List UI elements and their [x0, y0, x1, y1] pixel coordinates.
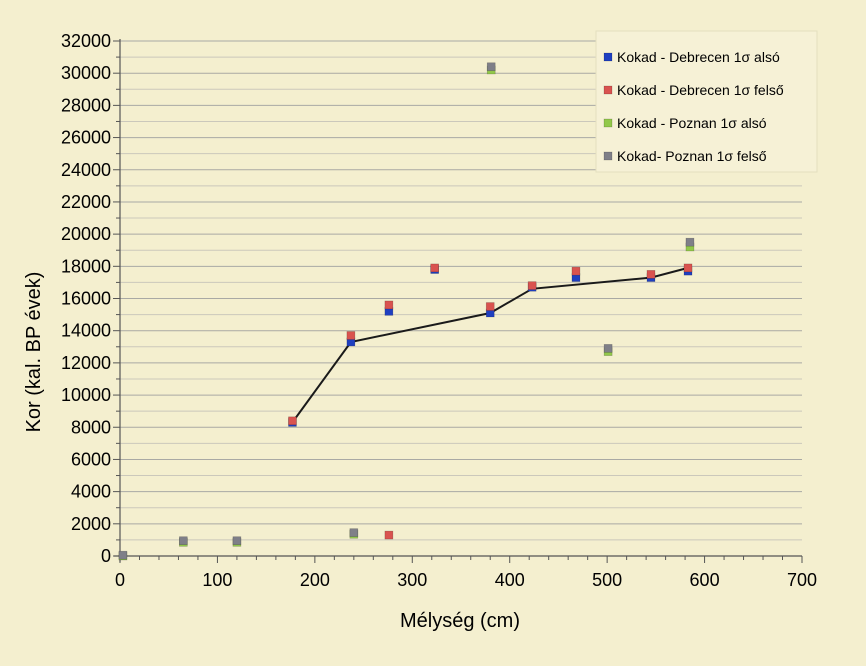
- data-point-series-2: [384, 300, 394, 310]
- legend-label: Kokad - Poznan 1σ alsó: [617, 115, 767, 131]
- y-tick-label: 6000: [71, 449, 111, 469]
- age-model-line: [291, 266, 689, 423]
- y-tick-label: 26000: [61, 128, 111, 148]
- data-point-series-2: [646, 270, 656, 279]
- legend-label: Kokad - Debrecen 1σ alsó: [617, 49, 780, 65]
- data-point-series-2: [384, 530, 394, 540]
- data-point-series-2: [571, 266, 581, 276]
- y-tick-label: 30000: [61, 63, 111, 83]
- axes: [113, 39, 803, 563]
- y-tick-label: 24000: [61, 160, 111, 180]
- y-axis-title: Kor (kal. BP évek): [23, 272, 45, 433]
- data-point-series-2: [430, 263, 439, 273]
- data-point-series-4: [349, 528, 359, 537]
- y-tick-label: 0: [101, 546, 111, 566]
- x-tick-label: 300: [397, 570, 427, 590]
- data-point-series-4: [118, 550, 128, 560]
- x-axis-title: Mélység (cm): [400, 610, 520, 632]
- y-tick-label: 16000: [61, 289, 111, 309]
- y-tick-label: 28000: [61, 95, 111, 115]
- legend-marker: [603, 118, 613, 128]
- y-tick-label: 18000: [61, 256, 111, 276]
- x-tick-label: 200: [300, 570, 330, 590]
- data-points: [118, 62, 695, 561]
- y-tick-label: 8000: [71, 417, 111, 437]
- x-tick-label: 600: [690, 570, 720, 590]
- x-tick-label: 100: [202, 570, 232, 590]
- data-point-series-2: [485, 302, 495, 311]
- data-point-series-4: [232, 536, 242, 546]
- x-tick-label: 700: [787, 570, 817, 590]
- data-point-series-2: [288, 416, 297, 426]
- y-tick-label: 20000: [61, 224, 111, 244]
- legend-label: Kokad- Poznan 1σ felső: [617, 148, 767, 164]
- y-tick-label: 10000: [61, 385, 111, 405]
- data-point-series-4: [685, 237, 695, 247]
- age-model-line-group: [291, 266, 689, 423]
- x-tick-label: 0: [115, 570, 125, 590]
- y-tick-label: 12000: [61, 353, 111, 373]
- data-point-series-4: [179, 536, 188, 546]
- y-tick-label: 32000: [61, 31, 111, 51]
- legend-box: [595, 30, 818, 173]
- y-tick-label: 22000: [61, 192, 111, 212]
- data-point-series-4: [603, 344, 613, 353]
- y-tick-label: 2000: [71, 514, 111, 534]
- data-point-series-2: [527, 281, 537, 290]
- x-tick-label: 400: [495, 570, 525, 590]
- y-tick-label: 4000: [71, 482, 111, 502]
- legend-marker: [603, 52, 613, 62]
- data-point-series-2: [683, 263, 693, 273]
- y-tick-label: 14000: [61, 321, 111, 341]
- legend-marker: [603, 85, 613, 95]
- legend: Kokad - Debrecen 1σ alsó Kokad - Debrecen…: [595, 30, 818, 173]
- legend-marker: [603, 151, 613, 161]
- data-point-series-4: [486, 62, 496, 72]
- x-tick-label: 500: [592, 570, 622, 590]
- legend-label: Kokad - Debrecen 1σ felső: [617, 82, 784, 98]
- data-point-series-2: [346, 331, 356, 340]
- tick-labels: 0 100 200 300 400 500 600 700 0 2000 4000 6000 8000 1…: [61, 31, 817, 590]
